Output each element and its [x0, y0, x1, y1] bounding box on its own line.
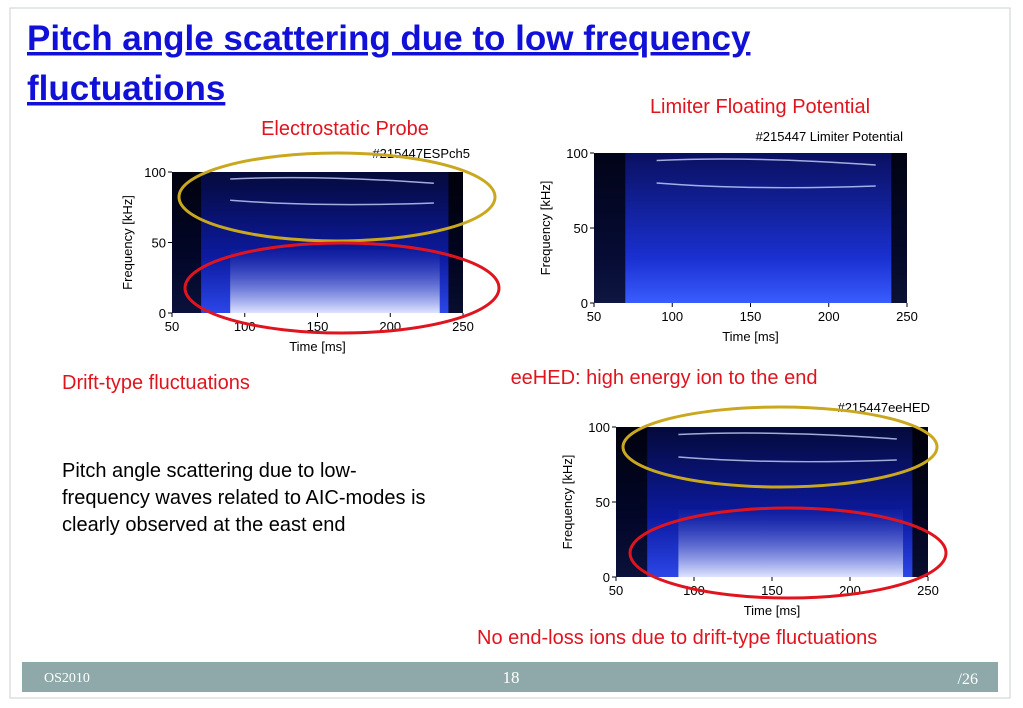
- x-tick-label: 100: [661, 309, 683, 324]
- spectrogram-line: [230, 199, 434, 206]
- y-tick-label: 100: [588, 420, 610, 435]
- x-tick-label: 200: [818, 309, 840, 324]
- spectrogram-dark-left: [616, 427, 648, 577]
- highlight-ellipse: [628, 506, 948, 600]
- y-tick-label: 100: [566, 146, 588, 161]
- footer-bar: [22, 662, 998, 692]
- spectrogram-dark-right: [448, 172, 463, 313]
- y-tick-label: 0: [603, 570, 610, 585]
- slide-border: [9, 7, 1011, 699]
- y-tick-label: 0: [159, 306, 166, 321]
- spectrogram-hot: [678, 509, 904, 577]
- panel-caption: Electrostatic Probe: [261, 118, 429, 140]
- x-tick-label: 150: [307, 319, 329, 334]
- x-tick-label: 250: [452, 319, 474, 334]
- spectrogram-line: [678, 432, 897, 440]
- highlight-ellipse: [177, 151, 497, 243]
- spectrogram-line: [656, 182, 876, 189]
- x-tick-label: 50: [587, 309, 601, 324]
- panel-label: #215447 Limiter Potential: [756, 129, 904, 144]
- note: Drift-type fluctuations: [62, 372, 250, 394]
- y-tick-label: 0: [581, 296, 588, 311]
- y-axis-label: Frequency [kHz]: [538, 181, 553, 276]
- x-tick-label: 250: [917, 583, 939, 598]
- highlight-ellipse: [183, 241, 501, 335]
- x-tick-label: 50: [609, 583, 623, 598]
- panel-caption: eeHED: high energy ion to the end: [511, 367, 818, 389]
- y-tick-label: 50: [574, 221, 588, 236]
- spectrogram: [594, 153, 907, 303]
- spectrogram-line: [678, 456, 897, 463]
- y-axis-label: Frequency [kHz]: [560, 455, 575, 550]
- spectrogram-dark-right: [912, 427, 928, 577]
- x-axis-label: Time [ms]: [722, 329, 779, 344]
- x-tick-label: 250: [896, 309, 918, 324]
- y-tick-label: 100: [144, 165, 166, 180]
- page-number: 18: [503, 668, 520, 687]
- y-tick-label: 50: [596, 495, 610, 510]
- x-tick-label: 150: [740, 309, 762, 324]
- spectrogram-line: [656, 158, 876, 166]
- highlight-ellipse: [621, 405, 939, 489]
- spectrogram-hot: [230, 249, 440, 313]
- y-tick-label: 50: [152, 236, 166, 251]
- footer-left: OS2010: [44, 671, 90, 686]
- body-line: clearly observed at the east end: [62, 514, 346, 536]
- page-total: /26: [958, 671, 978, 688]
- body-line: frequency waves related to AIC-modes is: [62, 487, 426, 509]
- x-axis-label: Time [ms]: [744, 603, 801, 618]
- note: No end-loss ions due to drift-type fluct…: [477, 627, 877, 649]
- spectrogram-dark-left: [594, 153, 626, 303]
- x-tick-label: 150: [761, 583, 783, 598]
- body-line: Pitch angle scattering due to low-: [62, 460, 357, 482]
- y-axis-label: Frequency [kHz]: [120, 195, 135, 290]
- spectrogram-line: [230, 176, 434, 185]
- spectrogram-dark-right: [891, 153, 907, 303]
- title-line: Pitch angle scattering due to low freque…: [27, 19, 751, 58]
- x-axis-label: Time [ms]: [289, 339, 346, 354]
- x-tick-label: 50: [165, 319, 179, 334]
- panel-caption: Limiter Floating Potential: [650, 96, 870, 118]
- title-line: fluctuations: [27, 69, 225, 108]
